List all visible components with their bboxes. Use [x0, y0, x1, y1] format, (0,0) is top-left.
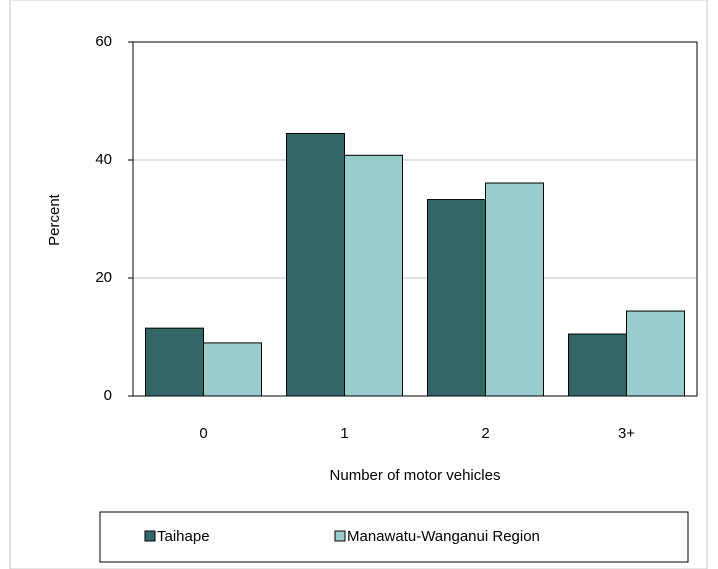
bar — [427, 199, 486, 397]
x-tick-label: 0 — [199, 425, 207, 442]
bar — [344, 154, 403, 397]
x-tick-label: 3+ — [618, 425, 635, 442]
y-tick-label: 0 — [104, 387, 112, 404]
x-axis-label: Number of motor vehicles — [330, 467, 501, 484]
y-axis-label: Percent — [46, 193, 63, 246]
bar — [485, 182, 544, 397]
bar — [626, 310, 685, 397]
x-tick-label: 1 — [340, 425, 348, 442]
bar — [145, 327, 204, 397]
legend-label: Taihape — [157, 528, 210, 545]
bar — [286, 132, 345, 397]
x-tick-label: 2 — [481, 425, 489, 442]
legend — [99, 511, 689, 563]
legend-swatch — [144, 530, 156, 542]
y-tick-label: 60 — [95, 33, 112, 50]
legend-label: Manawatu-Wanganui Region — [347, 528, 540, 545]
plot-area — [132, 41, 698, 397]
bar — [568, 333, 627, 397]
frame — [9, 0, 708, 569]
y-tick-label: 20 — [95, 269, 112, 286]
legend-swatch — [334, 530, 346, 542]
bar — [203, 342, 262, 397]
y-tick-label: 40 — [95, 151, 112, 168]
